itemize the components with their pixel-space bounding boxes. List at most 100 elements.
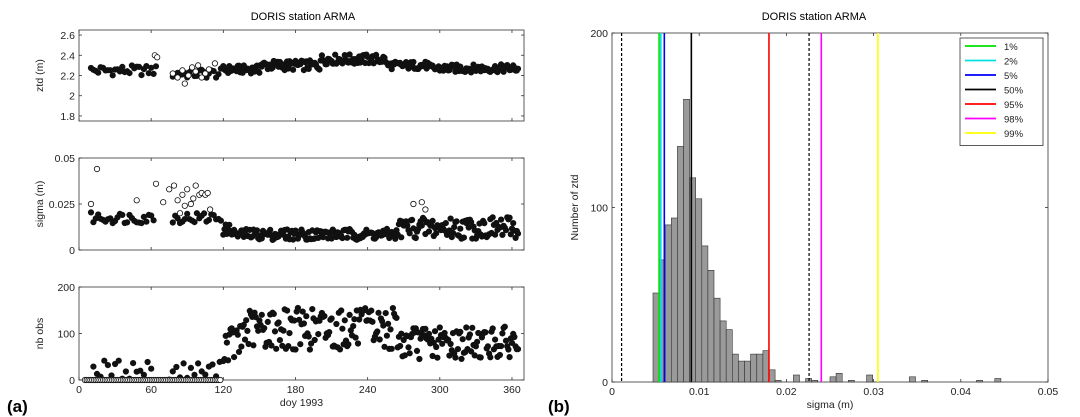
histogram-bar — [725, 329, 733, 383]
open-data-point — [217, 376, 224, 384]
data-point — [115, 357, 122, 364]
data-point — [119, 211, 126, 218]
open-data-point — [410, 200, 417, 208]
data-point — [205, 216, 212, 224]
data-point — [244, 327, 251, 334]
open-data-point — [133, 197, 140, 204]
x-tick-label: 300 — [431, 384, 449, 396]
data-point — [507, 231, 514, 238]
data-point — [148, 212, 155, 219]
data-point — [107, 215, 114, 222]
data-point — [307, 340, 315, 347]
y-tick-label: 0 — [602, 377, 608, 389]
data-point — [101, 357, 108, 364]
data-point — [137, 367, 144, 374]
histogram-bar — [744, 360, 751, 383]
x-axis-label: doy 1993 — [280, 397, 323, 409]
open-data-point — [179, 191, 186, 198]
open-data-point — [185, 72, 192, 79]
data-point — [459, 336, 466, 343]
legend-label: 50% — [1004, 86, 1024, 97]
data-point — [451, 224, 458, 231]
data-point — [187, 364, 194, 371]
legend-label: 2% — [1004, 57, 1018, 68]
data-point — [285, 342, 292, 350]
data-point — [375, 309, 382, 316]
data-point — [144, 358, 151, 366]
data-point — [506, 214, 513, 221]
data-point — [489, 325, 496, 332]
y-axis-label: sigma (m) — [34, 181, 46, 228]
open-data-point — [181, 202, 188, 209]
data-point — [305, 333, 312, 340]
data-point — [387, 326, 394, 333]
data-point — [458, 355, 465, 362]
data-point — [289, 66, 297, 73]
panel-label-a: (a) — [7, 397, 28, 416]
data-point — [253, 227, 261, 234]
histogram-bar — [707, 269, 715, 383]
data-point — [119, 63, 126, 71]
y-tick-label: 0 — [69, 245, 75, 257]
data-point — [345, 341, 352, 348]
x-axis-label: sigma (m) — [807, 399, 854, 411]
data-point — [234, 331, 241, 338]
data-point — [241, 336, 249, 343]
legend-label: 98% — [1004, 115, 1024, 126]
data-point — [501, 323, 508, 330]
data-point — [447, 215, 454, 222]
data-point — [487, 354, 494, 361]
data-point — [425, 228, 433, 235]
open-data-point — [174, 74, 181, 81]
histogram-bar — [719, 320, 727, 383]
data-point — [467, 348, 475, 355]
data-point — [321, 312, 328, 320]
histogram-bar — [664, 224, 672, 383]
open-data-point — [93, 165, 101, 173]
data-point — [180, 360, 187, 367]
data-point — [193, 210, 200, 217]
x-tick-label: 0.04 — [951, 386, 972, 398]
data-point — [95, 69, 102, 76]
data-point — [389, 304, 396, 312]
open-data-point — [192, 182, 199, 189]
open-data-point — [170, 182, 178, 189]
data-point — [449, 229, 457, 237]
data-point — [354, 340, 362, 347]
data-point — [333, 320, 340, 328]
data-point — [473, 338, 481, 345]
data-point — [315, 330, 322, 338]
data-point — [273, 345, 280, 352]
data-point — [143, 218, 150, 225]
data-point — [496, 351, 503, 359]
data-point — [514, 345, 522, 353]
data-point — [457, 328, 464, 335]
data-point — [439, 340, 446, 347]
open-data-point — [205, 66, 212, 73]
histogram-bar — [829, 376, 837, 383]
y-tick-label: 200 — [57, 282, 75, 294]
legend-label: 95% — [1004, 100, 1024, 111]
histogram-bar — [738, 360, 745, 383]
data-point — [243, 317, 250, 324]
y-tick-label: 2.4 — [60, 50, 75, 62]
data-point — [270, 310, 277, 317]
data-point — [384, 320, 392, 327]
open-data-point — [181, 80, 188, 87]
data-point — [299, 308, 306, 315]
histogram-bar — [677, 146, 684, 383]
data-point — [122, 368, 130, 375]
data-point — [303, 313, 310, 320]
open-data-point — [154, 54, 161, 61]
data-point — [412, 234, 419, 242]
data-point — [292, 346, 299, 353]
data-point — [514, 65, 522, 72]
data-point — [350, 322, 357, 330]
data-point — [283, 307, 291, 314]
data-point — [169, 368, 176, 375]
data-point — [514, 230, 522, 237]
histogram-bar — [683, 99, 690, 383]
data-point — [297, 341, 304, 348]
histogram-bar — [811, 379, 819, 383]
data-point — [184, 210, 191, 217]
